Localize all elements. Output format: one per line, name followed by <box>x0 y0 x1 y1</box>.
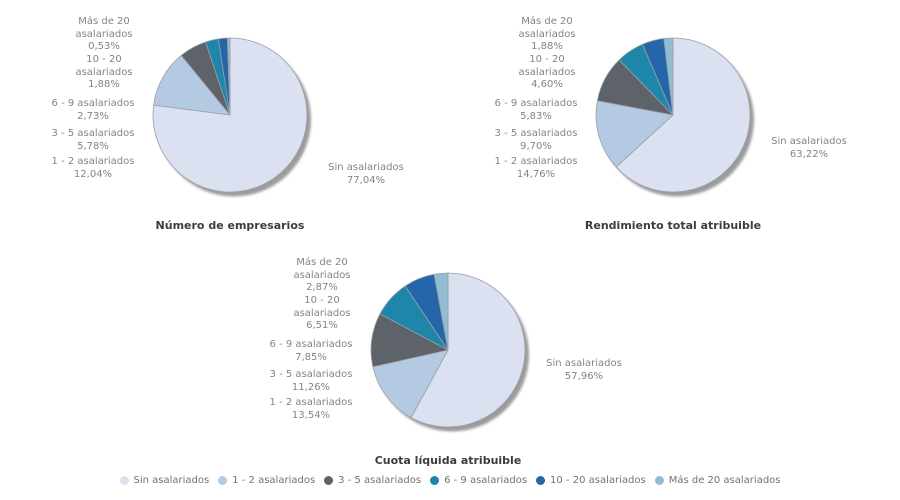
slice-percent: 57,96% <box>564 370 604 382</box>
chart-cuota-liquida-atribuible: Más de 20 asalariados 2,87% 10 - 20 asal… <box>218 235 658 475</box>
slice-label-1-2-asalariados: 1 - 2 asalariados 12,04% <box>45 156 141 181</box>
slice-percent: 0,53% <box>88 41 120 52</box>
slice-percent: 63,22% <box>789 148 829 160</box>
slice-label-mas-de-20-asalariados: Más de 20 asalariados 1,88% <box>499 16 595 54</box>
slice-label-line: 1 - 2 asalariados <box>51 156 135 167</box>
slice-label-line: asalariados <box>518 28 576 40</box>
slice-label-line: 6 - 9 asalariados <box>51 98 135 109</box>
pie-slice-1-2-asalariados[interactable] <box>372 349 449 418</box>
slice-percent: 9,70% <box>520 140 552 152</box>
slice-label-line: 6 - 9 asalariados <box>269 339 353 350</box>
slice-label-3-5-asalariados: 3 - 5 asalariados 5,78% <box>45 128 141 153</box>
slice-label-6-9-asalariados: 6 - 9 asalariados 7,85% <box>263 339 359 364</box>
slice-label-line: 10 - 20 <box>304 295 340 306</box>
pie-slice-sin-asalariados[interactable] <box>615 37 751 193</box>
slice-label-line: 6 - 9 asalariados <box>494 98 578 109</box>
slice-percent: 14,76% <box>516 168 556 180</box>
slice-label-line: 3 - 5 asalariados <box>51 128 135 139</box>
slice-label-sin-asalariados: Sin asalariados 63,22% <box>739 136 879 161</box>
slice-percent: 12,04% <box>73 168 113 180</box>
slice-percent: 13,54% <box>291 409 331 421</box>
legend-item-mas-de-20-asalariados[interactable]: Más de 20 asalariados <box>654 475 781 486</box>
slice-label-mas-de-20-asalariados: Más de 20 asalariados 2,87% <box>274 257 370 295</box>
slice-label-10-20-asalariados: 10 - 20 asalariados 1,88% <box>56 54 152 92</box>
slice-label-line: asalariados <box>75 28 133 40</box>
legend-color-dot <box>654 476 664 485</box>
slice-percent: 11,26% <box>291 381 331 393</box>
legend-color-dot <box>430 476 440 485</box>
pie-slice-mas-de-20-asalariados[interactable] <box>663 37 674 116</box>
slice-percent: 6,51% <box>306 320 338 331</box>
slice-percent: 2,87% <box>306 282 338 293</box>
slice-label-line: 1 - 2 asalariados <box>494 156 578 167</box>
slice-percent: 5,83% <box>520 110 552 122</box>
slice-label-10-20-asalariados: 10 - 20 asalariados 6,51% <box>274 295 370 333</box>
legend-item-10-20-asalariados[interactable]: 10 - 20 asalariados <box>536 475 646 486</box>
slice-percent: 1,88% <box>531 41 563 52</box>
slice-label-3-5-asalariados: 3 - 5 asalariados 9,70% <box>488 128 584 153</box>
legend-item-label: Sin asalariados <box>133 475 210 486</box>
slice-label-line: asalariados <box>293 269 351 281</box>
slice-label-line: asalariados <box>75 66 133 78</box>
slice-label-sin-asalariados: Sin asalariados 77,04% <box>296 162 436 187</box>
chart-title: Rendimiento total atribuible <box>584 219 762 232</box>
slice-label-mas-de-20-asalariados: Más de 20 asalariados 0,53% <box>56 16 152 54</box>
pie <box>145 30 315 200</box>
slice-label-line: 10 - 20 <box>529 54 565 65</box>
legend-item-label: Más de 20 asalariados <box>668 475 781 486</box>
legend-item-label: 10 - 20 asalariados <box>550 475 646 486</box>
legend: Sin asalariados 1 - 2 asalariados 3 - 5 … <box>0 475 900 486</box>
slice-percent: 1,88% <box>88 79 120 90</box>
slice-label-line: Sin asalariados <box>328 162 404 173</box>
slice-percent: 5,78% <box>77 140 109 152</box>
legend-item-6-9-asalariados[interactable]: 6 - 9 asalariados <box>430 475 527 486</box>
slice-label-1-2-asalariados: 1 - 2 asalariados 13,54% <box>263 397 359 422</box>
slice-label-10-20-asalariados: 10 - 20 asalariados 4,60% <box>499 54 595 92</box>
slice-percent: 7,85% <box>295 351 327 363</box>
slice-label-6-9-asalariados: 6 - 9 asalariados 2,73% <box>45 98 141 123</box>
chart-rendimiento-total-atribuible: Más de 20 asalariados 1,88% 10 - 20 asal… <box>443 0 883 240</box>
chart-numero-de-empresarios: Más de 20 asalariados 0,53% 10 - 20 asal… <box>0 0 440 240</box>
slice-label-line: Más de 20 <box>78 16 130 27</box>
pie-slice-1-2-asalariados[interactable] <box>595 100 674 168</box>
legend-item-label: 1 - 2 asalariados <box>232 475 316 486</box>
pie <box>588 30 758 200</box>
pie <box>363 265 533 435</box>
chart-title: Número de empresarios <box>155 219 305 232</box>
slice-label-line: 3 - 5 asalariados <box>269 369 353 380</box>
slice-label-line: asalariados <box>293 307 351 319</box>
slice-label-line: Más de 20 <box>521 16 573 27</box>
pie-slice-mas-de-20-asalariados[interactable] <box>433 272 449 351</box>
legend-color-dot <box>119 476 129 485</box>
slice-label-line: Más de 20 <box>296 257 348 268</box>
slice-percent: 4,60% <box>531 79 563 90</box>
legend-color-dot <box>324 476 334 485</box>
legend-item-sin-asalariados[interactable]: Sin asalariados <box>119 475 210 486</box>
slice-label-6-9-asalariados: 6 - 9 asalariados 5,83% <box>488 98 584 123</box>
slice-label-line: asalariados <box>518 66 576 78</box>
legend-color-dot <box>536 476 546 485</box>
slice-label-3-5-asalariados: 3 - 5 asalariados 11,26% <box>263 369 359 394</box>
legend-item-1-2-asalariados[interactable]: 1 - 2 asalariados <box>218 475 315 486</box>
pie-slice-sin-asalariados[interactable] <box>410 272 526 428</box>
chart-title: Cuota líquida atribuible <box>374 454 522 467</box>
slice-label-line: Sin asalariados <box>546 358 622 369</box>
slice-label-line: Sin asalariados <box>771 136 847 147</box>
slice-label-sin-asalariados: Sin asalariados 57,96% <box>514 358 654 383</box>
slice-label-line: 3 - 5 asalariados <box>494 128 578 139</box>
slice-percent: 77,04% <box>346 174 386 186</box>
legend-item-label: 3 - 5 asalariados <box>338 475 422 486</box>
legend-color-dot <box>218 476 228 485</box>
legend-item-3-5-asalariados[interactable]: 3 - 5 asalariados <box>324 475 421 486</box>
slice-label-line: 1 - 2 asalariados <box>269 397 353 408</box>
legend-item-label: 6 - 9 asalariados <box>444 475 528 486</box>
slice-label-line: 10 - 20 <box>86 54 122 65</box>
slice-label-1-2-asalariados: 1 - 2 asalariados 14,76% <box>488 156 584 181</box>
pie-slice-mas-de-20-asalariados[interactable] <box>227 37 231 116</box>
slice-percent: 2,73% <box>77 110 109 122</box>
